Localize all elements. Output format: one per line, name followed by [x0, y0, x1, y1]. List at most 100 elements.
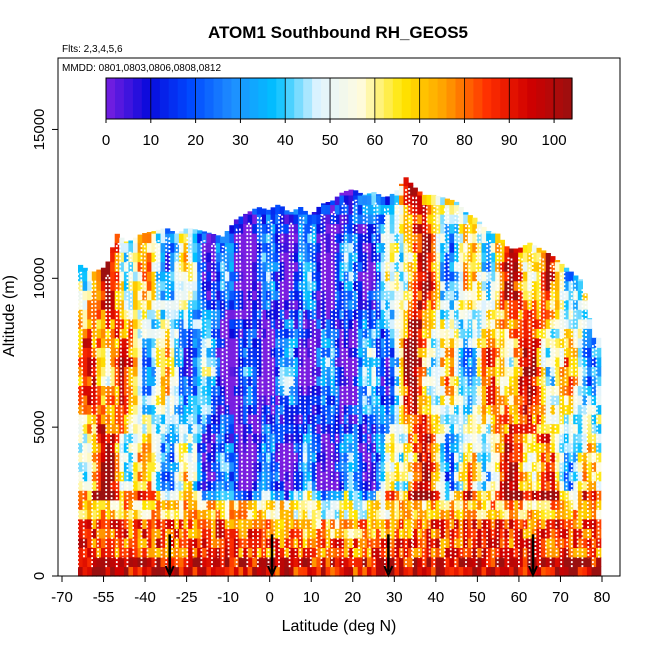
heat-cell — [472, 414, 478, 425]
heat-cell — [270, 433, 276, 444]
heat-cell — [169, 433, 175, 444]
heat-cell — [233, 223, 240, 234]
colorbar-swatch — [115, 78, 125, 119]
heat-cell — [380, 556, 386, 567]
heat-cell — [582, 385, 588, 396]
heat-cell — [596, 556, 602, 567]
heat-cell — [591, 404, 597, 415]
heat-cell — [417, 347, 423, 358]
heat-cell — [119, 280, 125, 291]
heat-cell — [486, 556, 492, 567]
heat-cell — [110, 490, 116, 501]
heat-cell — [426, 261, 432, 272]
heat-cell — [197, 509, 203, 520]
heat-cell — [178, 299, 185, 310]
heat-cell — [385, 299, 391, 310]
heat-cell — [472, 375, 478, 386]
heat-cell — [481, 375, 487, 386]
heat-cell — [431, 518, 437, 529]
heat-cell — [582, 566, 588, 577]
heat-cell — [165, 509, 171, 520]
heat-cell — [243, 290, 249, 301]
heat-cell — [582, 480, 588, 491]
heat-cell — [169, 252, 175, 263]
heat-cell — [96, 356, 102, 367]
heat-cell — [82, 267, 88, 272]
heat-cell — [435, 471, 441, 482]
heat-cell — [596, 490, 602, 501]
heat-cell — [582, 299, 588, 310]
heat-cell — [128, 471, 134, 482]
heat-cell — [119, 337, 125, 348]
heat-cell — [211, 309, 217, 320]
heat-cell — [160, 261, 166, 272]
heat-cell — [554, 547, 561, 558]
heat-cell — [293, 309, 299, 320]
heat-cell — [321, 566, 327, 577]
heat-cell — [321, 547, 327, 558]
heat-cell — [288, 318, 295, 329]
heat-cell — [96, 280, 102, 291]
heat-cell — [178, 499, 185, 510]
heat-cell — [481, 528, 487, 539]
heat-cell — [91, 509, 97, 520]
heat-cell — [486, 528, 492, 539]
heat-cell — [518, 347, 524, 358]
heat-cell — [541, 442, 547, 453]
heat-cell — [573, 480, 579, 491]
heat-cell — [463, 471, 469, 482]
x-tick-label: -55 — [93, 589, 115, 606]
heat-cell — [211, 252, 217, 263]
heat-cell — [169, 452, 175, 463]
heat-cell — [183, 547, 189, 558]
heat-cell — [458, 261, 464, 272]
heat-cell — [385, 518, 391, 529]
heat-cell — [357, 337, 363, 348]
heat-cell — [435, 309, 441, 320]
heat-cell — [444, 499, 450, 510]
heat-cell — [362, 375, 368, 386]
heat-cell — [357, 223, 363, 234]
heat-cell — [545, 490, 551, 501]
heat-cell — [444, 271, 450, 282]
heat-cell — [564, 528, 570, 539]
heat-cell — [123, 423, 130, 434]
heat-cell — [467, 537, 473, 548]
heat-cell — [174, 518, 180, 529]
heat-cell — [417, 299, 423, 310]
heat-cell — [334, 356, 340, 367]
heat-cell — [256, 385, 262, 396]
heat-cell — [550, 385, 556, 396]
heat-cell — [252, 208, 258, 215]
heat-cell — [522, 556, 528, 567]
heat-cell — [215, 395, 221, 406]
heat-cell — [348, 442, 354, 453]
heat-cell — [91, 490, 97, 501]
heat-cell — [554, 471, 561, 482]
heat-cell — [142, 499, 148, 510]
heat-cell — [499, 471, 505, 482]
heat-cell — [302, 280, 308, 291]
heat-cell — [463, 442, 469, 453]
heat-cell — [211, 234, 217, 244]
heat-cell — [211, 271, 217, 282]
heat-cell — [412, 252, 418, 263]
heat-cell — [573, 423, 579, 434]
heat-cell — [137, 528, 143, 539]
heat-cell — [385, 471, 391, 482]
heat-cell — [348, 433, 354, 444]
heat-cell — [133, 499, 139, 510]
heat-cell — [444, 556, 450, 567]
heat-cell — [550, 375, 556, 386]
heat-cell — [298, 242, 304, 253]
heat-cell — [394, 318, 400, 329]
heat-cell — [316, 480, 322, 491]
heat-cell — [449, 271, 455, 282]
heat-cell — [366, 480, 373, 491]
heat-cell — [279, 385, 285, 396]
heat-cell — [550, 471, 556, 482]
heat-cell — [188, 385, 194, 396]
heat-cell — [330, 404, 336, 415]
heat-cell — [128, 337, 134, 348]
heat-cell — [215, 290, 221, 301]
